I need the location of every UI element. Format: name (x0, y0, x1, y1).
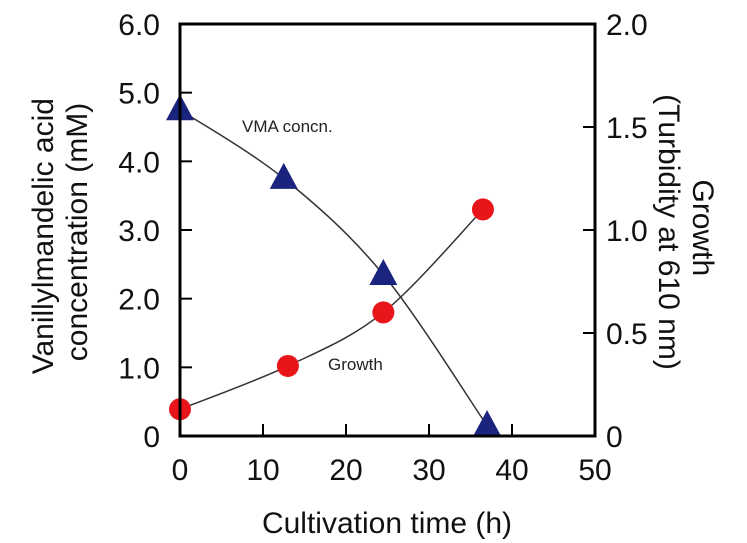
axis-ticks (179, 23, 596, 437)
fit-curves (179, 109, 488, 427)
triangle-point (473, 410, 502, 437)
y-tick-label: 0 (143, 421, 160, 454)
x-tick-label: 50 (578, 454, 611, 487)
series-annotations: VMA concn. Growth (242, 117, 383, 374)
data-markers (166, 94, 502, 437)
y-tick-label: 4.0 (118, 146, 160, 179)
y-tick-label: 3.0 (118, 215, 160, 248)
x-axis-title: Cultivation time (h) (262, 507, 512, 540)
x-tick-label: 30 (412, 454, 445, 487)
series-curve-1 (179, 208, 484, 410)
y2-tick-label: 1.5 (606, 112, 648, 145)
y2-axis-title-line-2: (Turbidity at 610 nm) (652, 94, 685, 370)
x-tick-label: 20 (329, 454, 362, 487)
circle-point (276, 354, 299, 377)
y2-tick-label: 2.0 (606, 9, 648, 42)
circle-point (471, 198, 494, 221)
triangle-point (269, 162, 298, 189)
y2-tick-label: 0.5 (606, 318, 648, 351)
y-axis-title: Vanillylmandelic acid concentration (mM) (27, 90, 94, 375)
y2-tick-label: 0 (606, 421, 623, 454)
x-tick-label: 0 (172, 454, 189, 487)
x-tick-label: 10 (246, 454, 279, 487)
circle-point (372, 301, 395, 324)
y2-axis-title-line-1: Growth (686, 179, 719, 276)
vma-annotation: VMA concn. (242, 117, 333, 136)
y-tick-label: 1.0 (118, 352, 160, 385)
plot-frame (178, 22, 597, 438)
tick-labels: 0 10 20 30 40 5001.02.03.04.05.06.000.51.01.5… (118, 9, 647, 487)
series-curve-0 (179, 109, 488, 427)
y2-tick-label: 1.0 (606, 215, 648, 248)
y-tick-label: 6.0 (118, 9, 160, 42)
y-axis-title-line-1: Vanillylmandelic acid (27, 98, 60, 374)
y-tick-label: 2.0 (118, 284, 160, 317)
triangle-point (369, 259, 398, 286)
y-axis-title-line-2: concentration (mM) (61, 103, 94, 361)
growth-annotation: Growth (328, 355, 383, 374)
x-tick-label: 40 (495, 454, 528, 487)
y2-axis-title: Growth (Turbidity at 610 nm) (652, 94, 719, 370)
y-tick-label: 5.0 (118, 78, 160, 111)
